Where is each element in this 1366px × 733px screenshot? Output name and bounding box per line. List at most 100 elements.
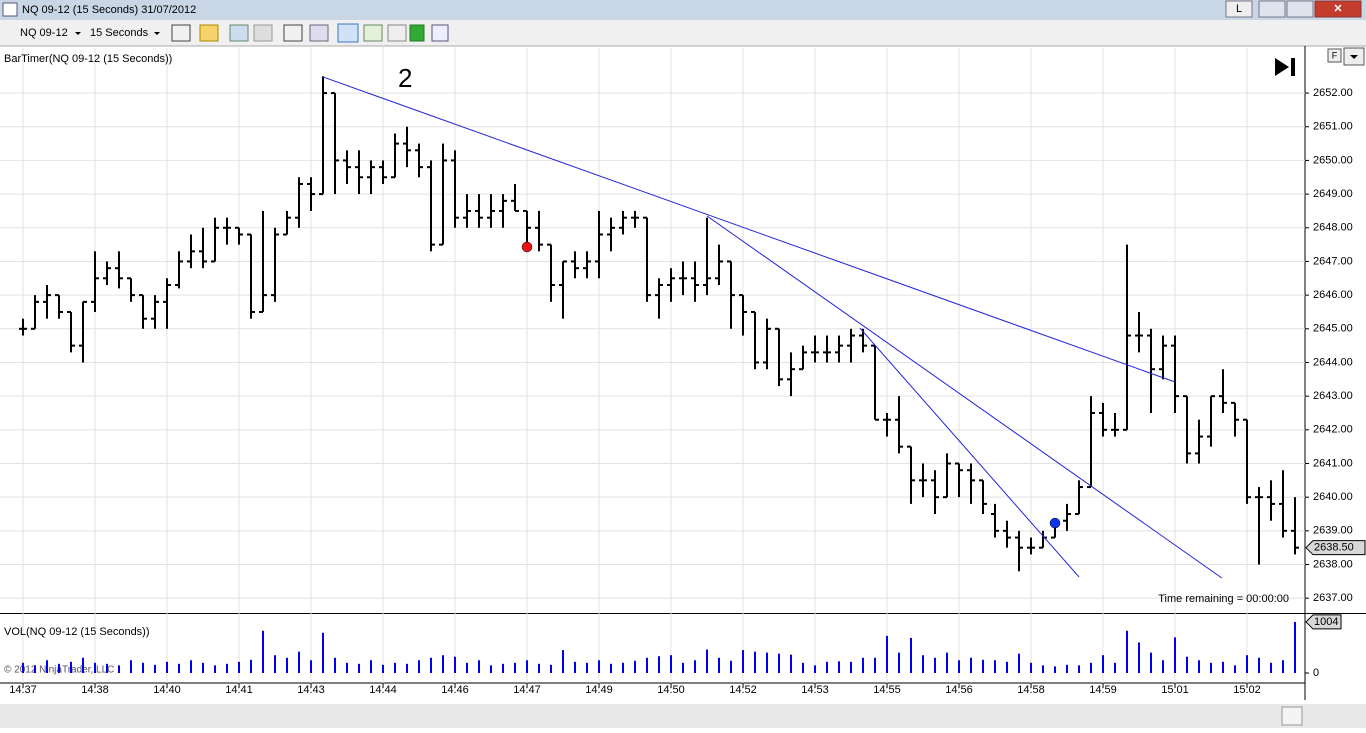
volume-bar	[1162, 660, 1164, 673]
volume-bar	[1282, 660, 1284, 673]
instrument-selector[interactable]: NQ 09-12	[20, 27, 68, 39]
drawing-tool-button[interactable]	[199, 24, 219, 42]
volume-bar	[250, 659, 252, 673]
trend-line	[706, 215, 1223, 579]
volume-bar	[394, 662, 396, 673]
bar-type-button[interactable]	[171, 24, 191, 42]
dropdown-arrow	[154, 32, 160, 35]
volume-bar	[274, 655, 276, 673]
y-tick-label: 2637.00	[1313, 592, 1353, 604]
volume-bar	[70, 661, 72, 673]
properties-button[interactable]	[431, 24, 449, 42]
x-tick-label: 14:53	[801, 684, 829, 696]
volume-bar	[418, 660, 420, 673]
volume-bar	[382, 664, 384, 673]
volume-bar	[550, 664, 552, 673]
volume-bar	[1210, 662, 1212, 673]
close-button[interactable]	[1314, 0, 1362, 18]
x-tick-label: 14:38	[81, 684, 109, 696]
x-tick-label: 14:55	[873, 684, 901, 696]
strategies-button[interactable]	[387, 24, 407, 42]
performance-button[interactable]	[409, 24, 425, 42]
volume-bar	[1198, 660, 1200, 673]
y-tick-label: 2640.00	[1313, 491, 1353, 503]
close-icon: ✕	[1333, 3, 1342, 15]
volume-bar	[142, 662, 144, 673]
volume-bar	[190, 660, 192, 673]
volume-bar	[874, 657, 876, 673]
scrollbar-thumb[interactable]	[1281, 706, 1303, 726]
volume-bar	[478, 660, 480, 673]
volume-bar	[574, 661, 576, 673]
volume-bar	[838, 661, 840, 673]
volume-bar	[994, 660, 996, 673]
volume-bar	[622, 662, 624, 673]
volume-bar	[1294, 621, 1296, 673]
timer-text: Time remaining = 00:00:00	[1158, 593, 1289, 605]
y-tick-label: 2641.00	[1313, 457, 1353, 469]
volume-bar	[322, 632, 324, 673]
volume-bar	[1030, 662, 1032, 673]
volume-bar	[586, 662, 588, 673]
x-tick-label: 15:02	[1233, 684, 1261, 696]
volume-bar	[694, 660, 696, 673]
crosshair-button[interactable]	[283, 24, 303, 42]
volume-bar	[442, 655, 444, 673]
volume-bar	[346, 662, 348, 673]
dropdown-arrow	[1350, 55, 1358, 59]
volume-bar	[598, 660, 600, 673]
link-button[interactable]	[1225, 0, 1253, 18]
x-tick-label: 14:47	[513, 684, 541, 696]
x-tick-label: 14:56	[945, 684, 973, 696]
scroll-end-button[interactable]	[1275, 58, 1295, 76]
volume-bar	[298, 651, 300, 673]
volume-bar	[34, 665, 36, 673]
y-tick-label: 2639.00	[1313, 525, 1353, 537]
search-button[interactable]	[309, 24, 329, 42]
volume-bar	[1234, 665, 1236, 673]
volume-bar	[646, 657, 648, 673]
volume-bar	[58, 663, 60, 673]
window-title: NQ 09-12 (15 Seconds) 31/07/2012	[22, 4, 196, 16]
volume-bar	[1042, 665, 1044, 673]
volume-bar	[1066, 664, 1068, 673]
zoom-out-button[interactable]	[253, 24, 273, 42]
volume-bar	[1078, 665, 1080, 673]
interval-selector[interactable]: 15 Seconds	[90, 27, 149, 39]
volume-bar	[118, 665, 120, 673]
volume-bar	[1018, 653, 1020, 673]
volume-bar	[310, 660, 312, 673]
y-tick-label: 2647.00	[1313, 255, 1353, 267]
trend-line	[322, 76, 1176, 383]
volume-bar	[634, 660, 636, 673]
volume-bar	[538, 663, 540, 673]
volume-bar	[562, 650, 564, 673]
volume-bar	[1222, 661, 1224, 673]
x-tick-label: 14:59	[1089, 684, 1117, 696]
app-icon	[2, 2, 18, 17]
chart-trader-button[interactable]	[337, 23, 359, 43]
scale-button[interactable]	[1327, 48, 1342, 63]
x-tick-label: 14:58	[1017, 684, 1045, 696]
volume-label: VOL(NQ 09-12 (15 Seconds))	[4, 626, 150, 638]
volume-bar	[670, 655, 672, 673]
maximize-button[interactable]	[1286, 0, 1314, 18]
x-tick-label: 14:49	[585, 684, 613, 696]
volume-bar	[226, 663, 228, 673]
volume-bar	[982, 659, 984, 673]
title-bar	[0, 0, 1366, 20]
volume-bar	[526, 660, 528, 673]
zoom-in-button[interactable]	[229, 24, 249, 42]
minimize-button[interactable]	[1258, 0, 1286, 18]
y-tick-label: 0	[1313, 667, 1319, 679]
y-tick-label: 2638.00	[1313, 558, 1353, 570]
y-tick-label: 2645.00	[1313, 323, 1353, 335]
toolbar	[0, 20, 1366, 46]
x-tick-label: 14:52	[729, 684, 757, 696]
scale-button-label: F	[1332, 50, 1338, 60]
volume-bar	[202, 662, 204, 673]
indicators-button[interactable]	[363, 24, 383, 42]
y-tick-label: 2650.00	[1313, 154, 1353, 166]
last-volume-tag	[1305, 614, 1342, 630]
